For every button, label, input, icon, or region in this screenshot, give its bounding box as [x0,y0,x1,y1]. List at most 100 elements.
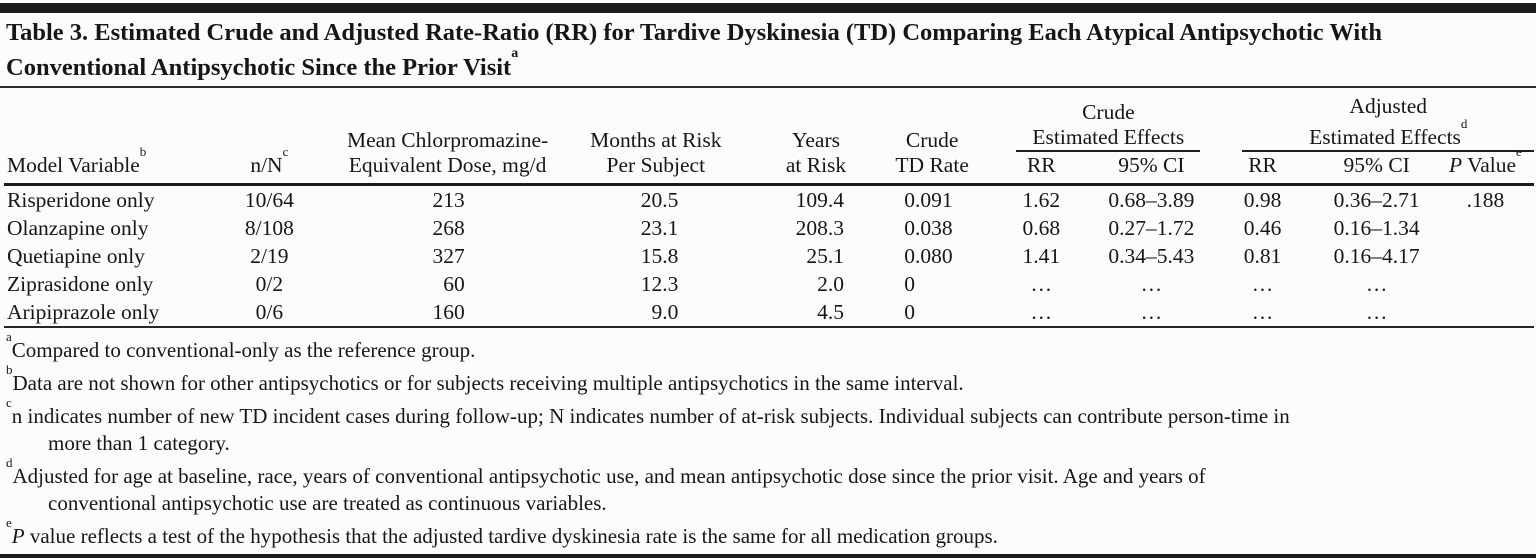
cell-adjusted-ci: … [1365,272,1388,297]
cell-months: 23.1 [556,214,756,242]
adjusted-effects-line2: Estimated Effectsd [1242,116,1534,150]
footnote-marker-b: b [139,144,147,160]
cell-rate-value: 0 [904,300,915,325]
cell-years-value: 109.4 [795,188,844,213]
cell-crude-td-rate: 0.038 [876,214,988,242]
col-header-years-at-risk: Years at Risk [755,88,877,187]
cell-months-value: 15.8 [640,244,679,269]
footnote-b: bData are not shown for other antipsycho… [6,362,1524,397]
col-header-years-line2: at Risk [785,153,847,178]
cell-rate-value: 0 [904,272,915,297]
top-rule [0,3,1536,13]
cell-n-n: 2/19 [250,244,289,269]
cell-months-value: 23.1 [640,216,679,241]
cell-dose: 213 [339,185,555,215]
cell-years: 208.3 [756,214,876,242]
col-header-dose-line1: Mean Chlorpromazine- [346,128,549,153]
col-header-crude-td-rate-line2: TD Rate [895,153,969,178]
footnotes: aCompared to conventional-only as the re… [0,328,1536,554]
col-header-months-line2: Per Subject [606,153,706,178]
cell-adjusted-ci: 0.36–2.71 [1333,188,1420,213]
cell-model-variable: Quetiapine only [7,244,145,269]
footnote-b-text: Data are not shown for other antipsychot… [12,371,964,396]
cell-dose: 327 [339,242,555,270]
col-header-p-value: P Valuee [1436,144,1534,187]
col-header-n-n-text: n/N [250,153,283,178]
cell-months: 15.8 [556,242,756,270]
cell-crude-td-rate: 0.080 [876,242,988,270]
table-header: Model Variableb n/Nc Mean Chlorpromazine… [4,88,1534,187]
footnote-d-marker: d [6,455,13,471]
cell-model-variable: Aripiprazole only [4,298,200,329]
cell-n-n: 0/2 [255,272,284,297]
journal-table-figure: Table 3. Estimated Crude and Adjusted Ra… [0,3,1536,558]
cell-crude-ci: … [1094,298,1209,329]
cell-years: 2.0 [756,270,876,298]
col-header-crude-td-rate-line1: Crude [905,128,959,153]
table-row-aripiprazole: Aripiprazole only 0/6 160 9.0 4.5 0 … … … [4,298,1534,329]
cell-months-value: 12.3 [640,272,679,297]
cell-p-value [1436,298,1534,329]
cell-months: 12.3 [556,270,756,298]
col-header-ci-crude: 95% CI [1094,152,1209,187]
adjusted-effects-spanner: Adjusted Estimated Effectsd [1242,94,1534,153]
cell-model-variable: Olanzapine only [7,216,149,241]
footnote-a: aCompared to conventional-only as the re… [6,329,1524,364]
group-header-crude-estimated-effects: Crude Estimated Effects [988,88,1208,153]
cell-crude-ci: … [1140,272,1163,297]
footnote-b-marker: b [6,362,13,378]
title-separator-rule [0,86,1536,89]
cell-crude-rr: 1.41 [1022,244,1061,269]
cell-crude-td-rate: 0 [876,270,988,298]
cell-model-variable: Ziprasidone only [7,272,154,297]
crude-effects-spanner: Crude Estimated Effects [1016,100,1201,153]
footnote-c-marker: c [6,395,12,411]
cell-crude-td-rate: 0.091 [876,185,988,215]
cell-months-value: 9.0 [651,300,679,325]
data-table: Model Variableb n/Nc Mean Chlorpromazine… [4,88,1534,329]
table-row-risperidone: Risperidone only 10/64 213 20.5 109.4 0.… [4,185,1534,215]
footnote-marker-d: d [1460,116,1468,132]
table-title-line1: Table 3. Estimated Crude and Adjusted Ra… [6,19,1382,46]
footnote-marker-c: c [282,144,289,160]
col-header-years-line1: Years [792,128,840,153]
cell-crude-ci: 0.68–3.89 [1108,188,1195,213]
cell-p-value [1437,270,1534,298]
footnote-a-marker: a [6,329,12,345]
col-header-months-at-risk: Months at Risk Per Subject [555,88,756,187]
cell-adjusted-ci: 0.16–4.17 [1333,244,1420,269]
col-header-rr-crude: RR [988,152,1095,187]
footnote-d-continuation: conventional antipsychotic use are treat… [48,491,607,516]
cell-crude-rr: … [1030,272,1053,297]
footnote-e-text: value reflects a test of the hypothesis … [24,524,998,549]
col-header-dose-line2: Equivalent Dose, mg/d [348,153,547,178]
col-header-ci-adjusted: 95% CI [1316,152,1437,187]
crude-effects-line1: Crude [1082,100,1135,125]
footnote-d-text: Adjusted for age at baseline, race, year… [12,464,1206,489]
footnote-c: cn indicates number of new TD incident c… [6,395,1524,457]
cell-years: 25.1 [756,242,876,270]
cell-n-n: 10/64 [244,188,294,213]
bottom-rule [0,554,1536,558]
table-title-line2: Conventional Antipsychotic Since the Pri… [6,46,1526,83]
table-title: Table 3. Estimated Crude and Adjusted Ra… [0,13,1536,86]
cell-years-value: 25.1 [806,244,844,269]
cell-months: 20.5 [556,185,756,215]
cell-years-value: 2.0 [817,272,844,297]
col-header-dose: Mean Chlorpromazine- Equivalent Dose, mg… [339,88,556,187]
footnote-e: eP value reflects a test of the hypothes… [6,515,1524,550]
cell-dose-value: 213 [432,188,465,213]
cell-p-value [1437,214,1534,242]
crude-effects-line2: Estimated Effects [1032,125,1185,150]
cell-dose-value: 268 [432,216,465,241]
group-header-adjusted-estimated-effects: Adjusted Estimated Effectsd [1208,88,1534,153]
cell-adjusted-rr: … [1251,272,1274,297]
cell-dose: 160 [339,298,556,329]
col-header-n-n: n/Nc [199,88,340,187]
col-header-rr-adjusted: RR [1208,152,1317,187]
cell-dose: 268 [339,214,555,242]
cell-crude-rr: 0.68 [1022,216,1061,241]
footnote-d: dAdjusted for age at baseline, race, yea… [6,455,1524,517]
adjusted-effects-line1: Adjusted [1349,94,1428,119]
p-value-italic: P [1448,153,1463,178]
